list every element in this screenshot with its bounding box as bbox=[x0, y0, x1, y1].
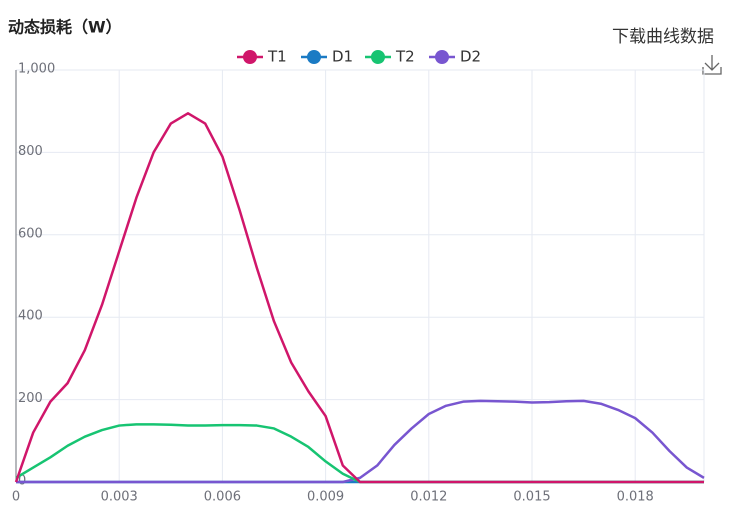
download-button[interactable]: 下载曲线数据 bbox=[612, 27, 714, 47]
legend-item[interactable]: D1 bbox=[301, 48, 353, 66]
x-tick-label: 0.012 bbox=[410, 490, 447, 505]
legend-label: D1 bbox=[332, 48, 353, 66]
x-tick-label: 0.003 bbox=[101, 490, 138, 505]
y-tick-label: 200 bbox=[18, 391, 43, 406]
series-line bbox=[16, 399, 705, 484]
series-line bbox=[14, 112, 704, 484]
legend-marker bbox=[371, 50, 385, 64]
legend-marker bbox=[307, 50, 321, 64]
download-icon[interactable] bbox=[702, 55, 722, 75]
legend-marker bbox=[243, 50, 257, 64]
legend-label: T1 bbox=[267, 48, 287, 66]
y-tick-label: 800 bbox=[18, 144, 43, 159]
x-tick-label: 0.018 bbox=[617, 490, 654, 505]
x-tick-label: 0 bbox=[12, 490, 20, 505]
y-tick-label: 400 bbox=[18, 309, 43, 324]
legend-marker bbox=[435, 50, 449, 64]
legend-label: D2 bbox=[460, 48, 481, 66]
y-tick-label: 1,000 bbox=[18, 62, 55, 77]
legend-label: T2 bbox=[395, 48, 415, 66]
legend-item[interactable]: T1 bbox=[237, 48, 287, 66]
legend-item[interactable]: D2 bbox=[429, 48, 481, 66]
chart-title: 动态损耗（W） bbox=[8, 18, 122, 37]
legend: T1 D1 T2 D2 bbox=[237, 48, 481, 66]
y-tick-label: 600 bbox=[18, 226, 43, 241]
legend-item[interactable]: T2 bbox=[365, 48, 415, 66]
x-tick-label: 0.009 bbox=[307, 490, 344, 505]
x-tick-label: 0.015 bbox=[513, 490, 550, 505]
download-arrow[interactable] bbox=[702, 55, 722, 75]
x-tick-label: 0.006 bbox=[204, 490, 241, 505]
